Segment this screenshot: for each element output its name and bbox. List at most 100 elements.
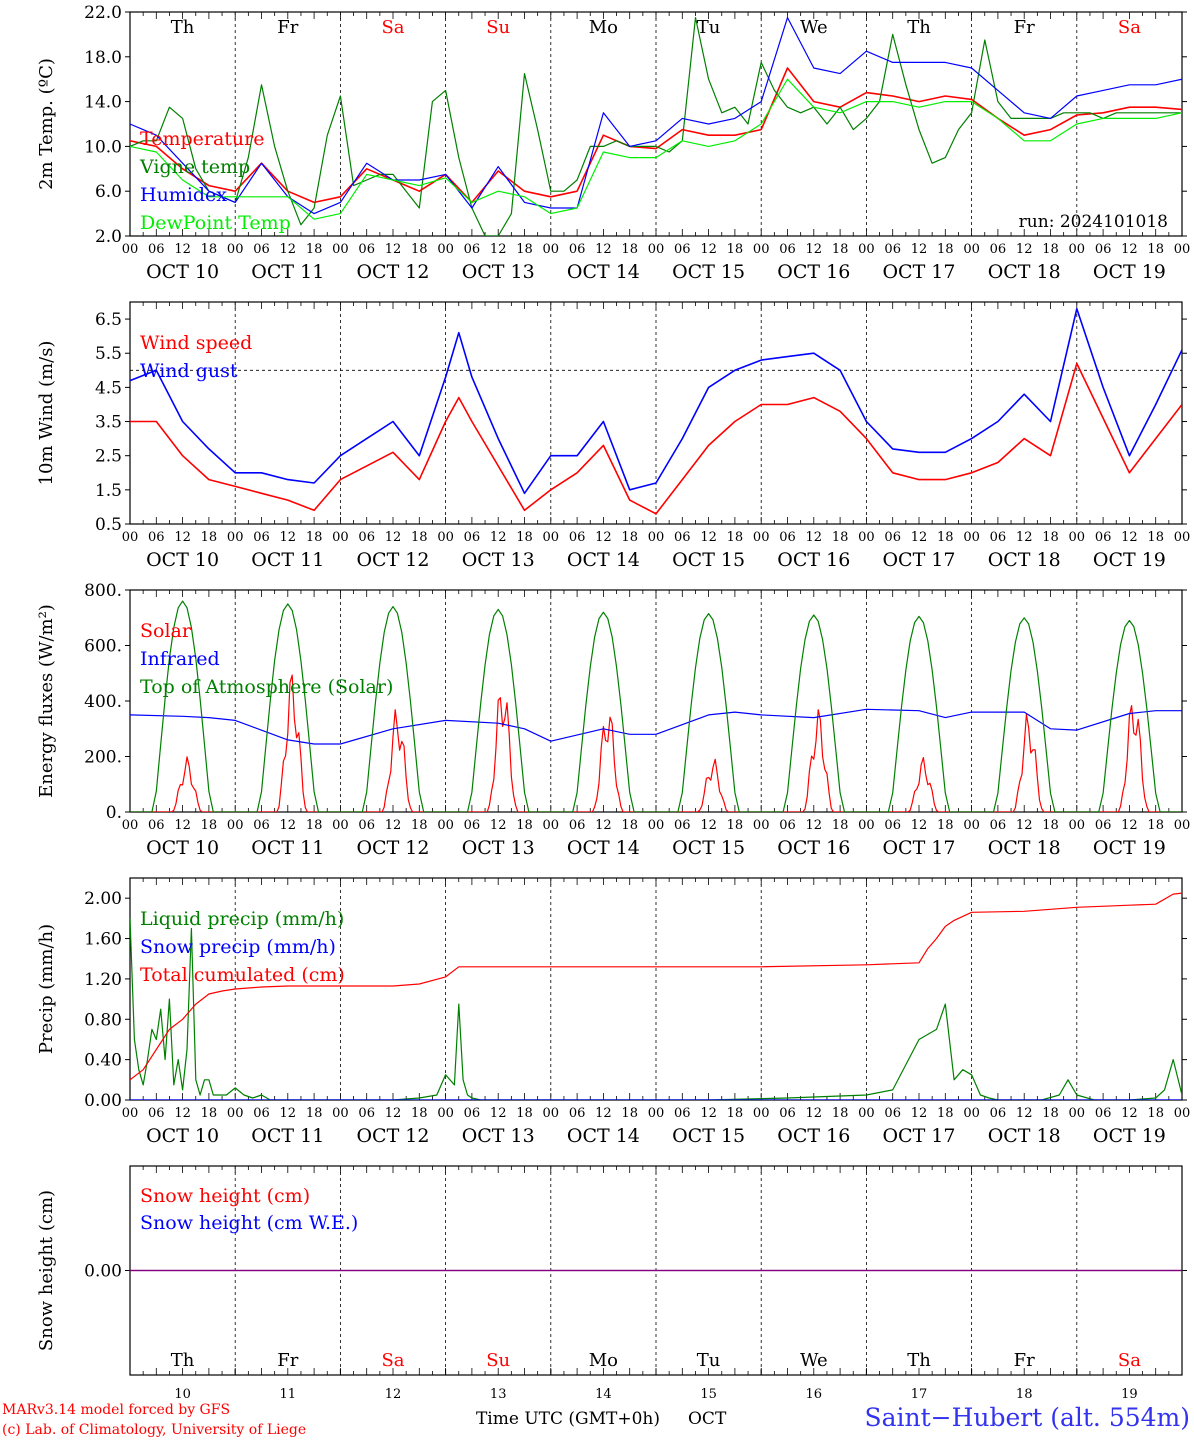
x-date-label: OCT 19 xyxy=(1093,549,1166,571)
x-hour-label: 18 xyxy=(411,242,428,257)
x-hour-label: 00 xyxy=(437,242,454,257)
series-line-dewpoint-temp xyxy=(130,78,1182,220)
x-hour-label: 12 xyxy=(595,1106,612,1121)
x-hour-label: 12 xyxy=(1121,818,1138,833)
x-date-label: OCT 12 xyxy=(356,549,429,571)
x-hour-label: 00 xyxy=(648,242,665,257)
x-date-label: OCT 11 xyxy=(251,837,324,859)
x-hour-label: 06 xyxy=(884,242,901,257)
weekday-label: Fr xyxy=(277,1350,298,1371)
x-hour-label: 06 xyxy=(884,818,901,833)
x-hour-label: 06 xyxy=(1095,242,1112,257)
x-hour-label: 00 xyxy=(1069,530,1086,545)
y-tick-label: 4.5 xyxy=(95,378,122,398)
x-hour-label: 00 xyxy=(858,242,875,257)
weekday-label: Tu xyxy=(697,17,721,38)
legend-entry: Humidex xyxy=(140,184,227,206)
x-hour-label: 12 xyxy=(806,1106,823,1121)
y-tick-label: 1.60 xyxy=(84,930,122,950)
x-date-label: OCT 19 xyxy=(1093,1125,1166,1147)
x-hour-label: 18 xyxy=(306,242,323,257)
panel-5: 0.00 Snow height (cm) Snow height (cm) Snow… xyxy=(36,1165,1187,1402)
x-hour-label: 12 xyxy=(911,1106,928,1121)
x-hour-label: 06 xyxy=(674,530,691,545)
x-hour-label: 00 xyxy=(227,818,244,833)
x-hour-label: 00 xyxy=(122,818,139,833)
x-hour-label: 12 xyxy=(280,530,297,545)
y-tick-label: 400. xyxy=(84,692,122,712)
x-date-label: OCT 10 xyxy=(146,837,219,859)
x-date-label: OCT 11 xyxy=(251,1125,324,1147)
x-hour-label: 12 xyxy=(280,242,297,257)
x-hour-label: 12 xyxy=(911,818,928,833)
x-date-label: OCT 19 xyxy=(1093,261,1166,283)
panel-4: 0.00 0.40 0.80 1.20 1.60 2.00 Precip (mm/h) 00 0… xyxy=(36,877,1191,1147)
series-line-temperature xyxy=(130,67,1182,204)
legend-entry: Top of Atmosphere (Solar) xyxy=(140,676,393,698)
x-hour-label: 12 xyxy=(1121,530,1138,545)
x-hour-label: 12 xyxy=(595,242,612,257)
x-hour-label: 06 xyxy=(674,242,691,257)
x-hour-label: 06 xyxy=(569,1106,586,1121)
day-number-label: 19 xyxy=(1121,1387,1138,1402)
y-tick-label: 22.0 xyxy=(84,3,122,23)
y-tick-label: 5.5 xyxy=(95,344,122,364)
x-hour-label: 06 xyxy=(253,818,270,833)
x-hour-label: 12 xyxy=(385,530,402,545)
plot-area xyxy=(130,308,1182,515)
x-hour-label: 12 xyxy=(174,242,191,257)
y-tick-label: 14.0 xyxy=(84,93,122,113)
y-tick-label: 200. xyxy=(84,748,122,768)
series-line-infrared xyxy=(130,708,1182,745)
x-hour-label: 12 xyxy=(174,818,191,833)
x-hour-label: 12 xyxy=(595,818,612,833)
x-date-label: OCT 15 xyxy=(672,549,745,571)
weekday-label: Mo xyxy=(589,17,618,38)
x-hour-label: 12 xyxy=(174,1106,191,1121)
x-hour-label: 00 xyxy=(1174,818,1191,833)
x-hour-label: 00 xyxy=(1174,1106,1191,1121)
weekday-label: Fr xyxy=(1014,17,1035,38)
x-hour-label: 00 xyxy=(543,530,560,545)
y-tick-label: 18.0 xyxy=(84,48,122,68)
x-hour-label: 00 xyxy=(122,1106,139,1121)
x-hour-label: 06 xyxy=(253,242,270,257)
y-tick-label: 800. xyxy=(84,581,122,601)
x-hour-label: 00 xyxy=(332,818,349,833)
y-axis-label: Snow height (cm) xyxy=(36,1190,57,1351)
x-hour-label: 00 xyxy=(1174,242,1191,257)
x-date-label: OCT 12 xyxy=(356,261,429,283)
x-hour-label: 00 xyxy=(332,530,349,545)
x-hour-label: 18 xyxy=(621,530,638,545)
weekday-label: Su xyxy=(486,1350,510,1371)
x-hour-label: 18 xyxy=(621,1106,638,1121)
x-hour-label: 00 xyxy=(963,1106,980,1121)
weekday-label: Sa xyxy=(381,17,404,38)
y-tick-label: 6.0 xyxy=(95,182,122,202)
x-date-label: OCT 13 xyxy=(462,261,535,283)
x-hour-label: 06 xyxy=(569,530,586,545)
x-hour-label: 12 xyxy=(1016,530,1033,545)
plot-area xyxy=(130,892,1182,1100)
x-date-label: OCT 10 xyxy=(146,549,219,571)
x-hour-label: 18 xyxy=(201,818,218,833)
series-line-solar xyxy=(130,674,1182,812)
plot-area xyxy=(130,17,1182,236)
y-tick-label: 2.5 xyxy=(95,447,122,467)
x-hour-label: 06 xyxy=(253,1106,270,1121)
panels-group: 2.0 6.0 10.0 14.0 18.0 22.0 2m Temp. (ºC) 00 06 1… xyxy=(36,3,1190,1402)
legend-entry: DewPoint Temp xyxy=(140,212,291,234)
series-line-total-cumulated-cm xyxy=(130,892,1182,1081)
x-hour-label: 18 xyxy=(727,818,744,833)
y-tick-label: 3.5 xyxy=(95,413,122,433)
x-hour-label: 18 xyxy=(411,1106,428,1121)
x-hour-label: 00 xyxy=(543,242,560,257)
x-date-label: OCT 16 xyxy=(777,1125,850,1147)
x-hour-label: 06 xyxy=(779,818,796,833)
x-hour-label: 18 xyxy=(621,242,638,257)
x-hour-label: 06 xyxy=(884,530,901,545)
x-date-label: OCT 12 xyxy=(356,1125,429,1147)
x-hour-label: 06 xyxy=(464,818,481,833)
weekday-label: Th xyxy=(907,17,931,38)
x-hour-label: 18 xyxy=(832,530,849,545)
